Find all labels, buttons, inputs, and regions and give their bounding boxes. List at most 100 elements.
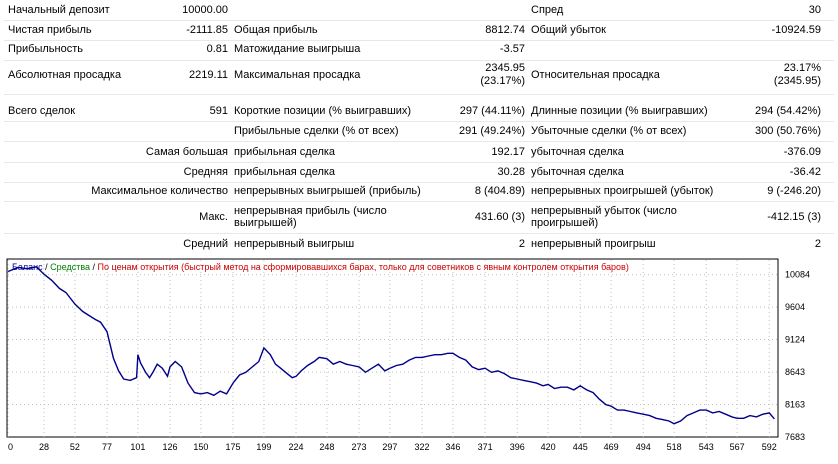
x-tick-label: 567: [730, 442, 745, 452]
average-profit-value: 30.28: [497, 166, 525, 178]
x-tick-label: 77: [102, 442, 112, 452]
max-label: Макс.: [199, 211, 228, 223]
largest-profit-value: 192.17: [491, 146, 525, 158]
absolute-drawdown-label: Абсолютная просадка: [8, 69, 122, 81]
x-tick-label: 175: [226, 442, 241, 452]
divider: [4, 201, 834, 202]
divider: [4, 233, 834, 234]
short-positions-label: Короткие позиции (% выигравших): [234, 105, 412, 117]
average-consecutive-wins-label: непрерывный выигрыш: [234, 238, 355, 250]
initial-deposit-value: 10000.00: [182, 4, 228, 16]
gross-loss-value: -10924.59: [771, 24, 821, 36]
max-consecutive-loss-label: непрерывный убыток (число проигрышей): [531, 205, 677, 229]
profit-trades-value: 291 (49.24%): [458, 125, 525, 137]
x-tick-label: 199: [256, 442, 271, 452]
x-tick-label: 28: [39, 442, 49, 452]
y-tick-label: 8643: [785, 367, 805, 377]
average-profit-label: прибыльная сделка: [234, 166, 336, 178]
y-tick-label: 9604: [785, 302, 805, 312]
average-loss-value: -36.42: [789, 166, 821, 178]
y-tick-label: 9124: [785, 335, 805, 345]
y-tick-label: 7683: [785, 432, 805, 442]
spread-value: 30: [808, 4, 821, 16]
largest-loss-value: -376.09: [783, 146, 821, 158]
consecutive-losses-label: непрерывных проигрышей (убыток): [531, 185, 714, 197]
x-tick-label: 273: [352, 442, 367, 452]
divider: [4, 60, 834, 61]
x-tick-label: 543: [699, 442, 714, 452]
y-tick-label: 10084: [785, 270, 810, 280]
divider: [4, 40, 834, 41]
maximal-drawdown-percent: (23.17%): [480, 75, 525, 87]
divider: [4, 20, 834, 21]
consecutive-wins-value: 8 (404.89): [474, 185, 525, 197]
x-tick-label: 0: [8, 442, 13, 452]
consecutive-losses-value: 9 (-246.20): [767, 185, 821, 197]
legend-balance: Баланс: [12, 262, 43, 272]
divider: [4, 94, 834, 95]
legend-separator: /: [42, 262, 51, 272]
long-positions-label: Длинные позиции (% выигравших): [531, 105, 708, 117]
profit-factor-value: 0.81: [206, 43, 228, 55]
max-consecutive-profit-value: 431.60 (3): [474, 211, 525, 223]
average-consecutive-label: Средний: [183, 238, 228, 250]
profit-factor-label: Прибыльность: [8, 43, 83, 55]
loss-trades-value: 300 (50.76%): [754, 125, 821, 137]
max-consecutive-loss-value: -412.15 (3): [767, 211, 821, 223]
consecutive-wins-label: непрерывных выигрышей (прибыль): [234, 185, 421, 197]
x-tick-label: 592: [762, 442, 777, 452]
average-consecutive-losses-value: 2: [814, 238, 821, 250]
relative-drawdown-label: Относительная просадка: [531, 69, 660, 81]
net-profit-value: -2111.85: [186, 24, 228, 36]
long-positions-value: 294 (54.42%): [754, 105, 821, 117]
relative-drawdown-percent: 23.17%: [783, 62, 821, 74]
total-trades-label: Всего сделок: [8, 105, 76, 117]
initial-deposit-label: Начальный депозит: [8, 4, 110, 16]
chart-legend: Баланс / Средства / По ценам открытия (б…: [12, 262, 629, 272]
x-tick-label: 346: [445, 442, 460, 452]
x-tick-label: 396: [510, 442, 525, 452]
y-tick-label: 8163: [785, 400, 805, 410]
divider: [4, 141, 834, 142]
loss-trades-label: Убыточные сделки (% от всех): [531, 125, 687, 137]
expected-payoff-value: -3.57: [499, 43, 525, 55]
legend-mode: По ценам открытия (быстрый метод на сфор…: [97, 262, 629, 272]
absolute-drawdown-value: 2219.11: [189, 69, 228, 81]
x-tick-label: 52: [70, 442, 80, 452]
divider: [4, 121, 834, 122]
balance-chart: 10084 9604 9124 8643 8163 7683 0 28 52 77 101 126 1…: [6, 258, 832, 461]
average-consecutive-wins-value: 2: [518, 238, 525, 250]
largest-label: Самая большая: [145, 146, 228, 158]
legend-equity: Средства: [50, 262, 91, 272]
average-consecutive-losses-label: непрерывный проигрыш: [531, 238, 656, 250]
divider: [4, 182, 834, 183]
average-label: Средняя: [183, 166, 228, 178]
x-tick-label: 224: [289, 442, 304, 452]
spread-label: Спред: [531, 4, 564, 16]
average-loss-label: убыточная сделка: [531, 166, 624, 178]
x-tick-label: 518: [667, 442, 682, 452]
net-profit-label: Чистая прибыль: [8, 24, 92, 36]
maximal-drawdown-value: 2345.95: [485, 62, 525, 74]
gross-profit-label: Общая прибыль: [234, 24, 318, 36]
relative-drawdown-value: (2345.95): [773, 75, 821, 87]
x-tick-label: 248: [319, 442, 334, 452]
largest-loss-label: убыточная сделка: [531, 146, 624, 158]
x-tick-label: 494: [636, 442, 651, 452]
maximal-drawdown-label: Максимальная просадка: [234, 69, 361, 81]
x-tick-label: 101: [130, 442, 145, 452]
expected-payoff-label: Матожидание выигрыша: [234, 43, 361, 55]
chart-plot-area: [6, 258, 779, 438]
gross-loss-label: Общий убыток: [531, 24, 606, 36]
x-tick-label: 371: [478, 442, 493, 452]
x-tick-label: 322: [415, 442, 430, 452]
max-consecutive-profit-label: непрерывная прибыль (число выигрышей): [234, 205, 387, 229]
maximum-consecutive-label: Максимальное количество: [91, 185, 228, 197]
legend-separator: /: [90, 262, 98, 272]
balance-chart-svg: 10084 9604 9124 8643 8163 7683 0 28 52 77 101 126 1…: [6, 258, 810, 452]
x-tick-label: 445: [573, 442, 588, 452]
largest-profit-label: прибыльная сделка: [234, 146, 336, 158]
gross-profit-value: 8812.74: [485, 24, 525, 36]
x-tick-label: 297: [382, 442, 397, 452]
x-tick-label: 420: [541, 442, 556, 452]
